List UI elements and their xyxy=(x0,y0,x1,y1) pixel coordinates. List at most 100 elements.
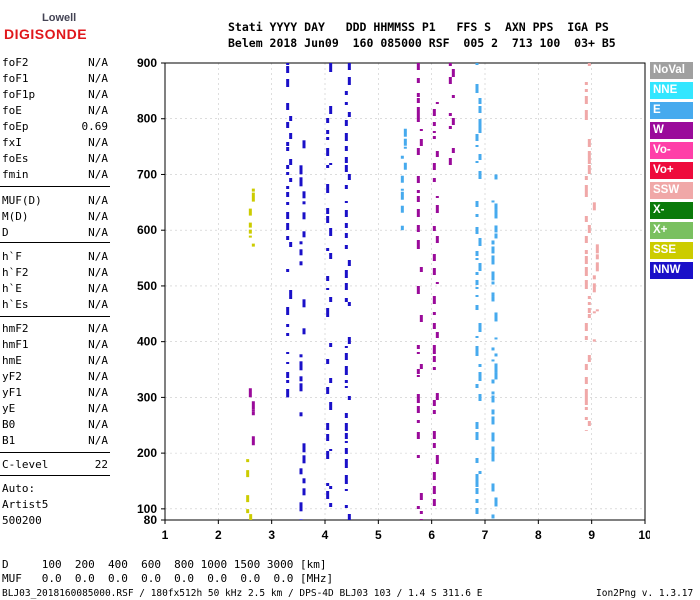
echo-mark xyxy=(584,323,588,331)
echo-mark xyxy=(419,511,423,514)
param-name: MUF(D) xyxy=(2,194,42,207)
echo-mark xyxy=(478,127,482,133)
echo-mark xyxy=(416,375,420,377)
echo-mark xyxy=(475,336,479,338)
echo-mark xyxy=(416,455,420,458)
echo-mark xyxy=(584,89,588,92)
echo-mark xyxy=(347,514,351,518)
echo-mark xyxy=(432,268,436,276)
echo-mark xyxy=(329,343,333,347)
param-value: N/A xyxy=(88,354,108,367)
param-row: h`E N/A xyxy=(2,282,108,297)
echo-mark xyxy=(326,208,330,214)
echo-mark xyxy=(584,397,588,405)
echo-mark xyxy=(432,499,436,507)
echo-mark xyxy=(432,443,436,449)
echo-mark xyxy=(432,122,436,127)
echo-mark xyxy=(344,459,348,468)
echo-mark xyxy=(491,446,495,453)
echo-mark xyxy=(416,190,420,193)
echo-mark xyxy=(491,359,495,362)
param-row: yF1 N/A xyxy=(2,386,108,401)
echo-mark xyxy=(344,102,348,105)
param-value: N/A xyxy=(88,72,108,85)
echo-mark xyxy=(347,337,351,344)
echo-mark xyxy=(592,339,596,342)
echo-mark xyxy=(286,212,290,219)
echo-mark xyxy=(416,93,420,97)
param-name: h`Es xyxy=(2,298,29,311)
echo-mark xyxy=(299,376,303,382)
echo-mark xyxy=(494,363,498,373)
echo-mark xyxy=(584,364,588,370)
param-value: N/A xyxy=(88,88,108,101)
echo-mark xyxy=(326,308,330,317)
echo-mark xyxy=(416,63,420,70)
echo-mark xyxy=(491,246,495,254)
param-name: yF2 xyxy=(2,370,22,383)
echo-mark xyxy=(286,165,290,169)
echo-mark xyxy=(475,474,479,481)
echo-mark xyxy=(416,148,420,155)
echo-mark xyxy=(286,324,290,327)
echo-mark xyxy=(491,379,495,384)
echo-mark xyxy=(491,395,495,403)
echo-mark xyxy=(347,260,351,266)
param-row: hmF1 N/A xyxy=(2,338,108,353)
echo-mark xyxy=(475,484,479,487)
echo-mark xyxy=(595,309,599,312)
echo-mark xyxy=(299,383,303,392)
echo-mark xyxy=(286,122,290,128)
echo-mark xyxy=(251,409,255,412)
param-row: foF1p N/A xyxy=(2,88,108,103)
echo-mark xyxy=(344,413,348,418)
echo-mark xyxy=(475,251,479,256)
echo-mark xyxy=(326,423,330,430)
echo-mark xyxy=(246,509,250,514)
echo-mark xyxy=(587,421,591,426)
param-name: h`F xyxy=(2,250,22,263)
echo-mark xyxy=(587,355,591,362)
echo-mark xyxy=(432,323,436,330)
echo-mark xyxy=(344,245,348,249)
echo-mark xyxy=(448,126,452,129)
separator-line xyxy=(0,475,110,476)
echo-mark xyxy=(432,136,436,140)
echo-mark xyxy=(302,328,306,335)
echo-mark xyxy=(248,222,252,228)
echo-mark xyxy=(416,225,420,232)
echo-mark xyxy=(289,290,293,299)
echo-mark xyxy=(248,229,252,234)
param-name: fxI xyxy=(2,136,22,149)
echo-mark xyxy=(246,495,250,503)
echo-mark xyxy=(286,63,290,65)
echo-mark xyxy=(344,433,348,439)
echo-mark xyxy=(435,205,439,214)
echo-mark xyxy=(587,151,591,157)
param-value: N/A xyxy=(88,152,108,165)
echo-mark xyxy=(403,128,407,137)
echo-mark xyxy=(494,233,498,239)
echo-mark xyxy=(478,119,482,127)
param-row: C-level 22 xyxy=(2,458,108,473)
legend-item: Vo- xyxy=(650,142,693,159)
echo-mark xyxy=(329,253,333,259)
echo-mark xyxy=(286,396,290,398)
echo-mark xyxy=(326,451,330,459)
echo-mark xyxy=(475,258,479,260)
echo-mark xyxy=(344,133,348,141)
param-name: hmF2 xyxy=(2,322,29,335)
echo-mark xyxy=(400,155,404,159)
echo-mark xyxy=(587,225,591,233)
param-row: foE N/A xyxy=(2,104,108,119)
echo-mark xyxy=(326,288,330,290)
legend-item: Vo+ xyxy=(650,162,693,179)
echo-mark xyxy=(286,333,290,336)
param-value: N/A xyxy=(88,386,108,399)
echo-mark xyxy=(286,142,290,146)
echo-mark xyxy=(344,366,348,375)
echo-mark xyxy=(432,400,436,407)
echo-mark xyxy=(400,188,404,191)
echo-mark xyxy=(494,225,498,233)
x-tick-label: 4 xyxy=(322,528,329,542)
